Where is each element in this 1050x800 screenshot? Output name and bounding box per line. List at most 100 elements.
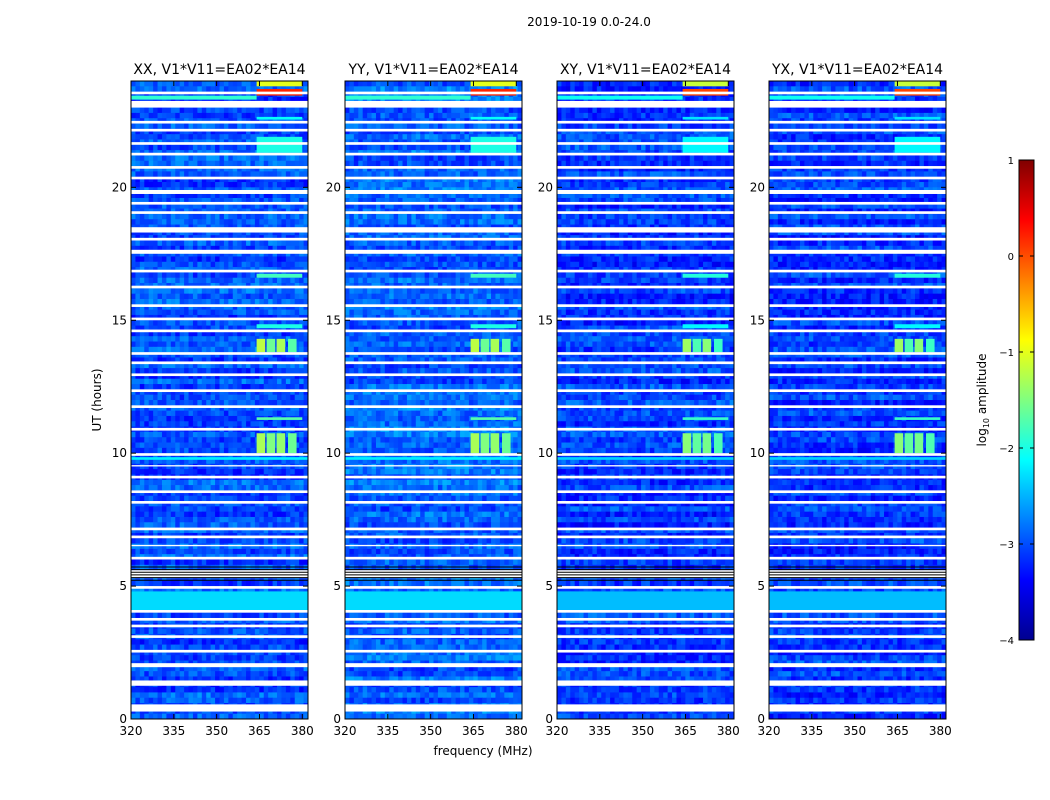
rfi-feature [345, 591, 522, 611]
flagged-band [131, 527, 308, 531]
flagged-band [345, 352, 522, 355]
flagged-band [345, 427, 522, 431]
rfi-feature [904, 433, 914, 454]
flagged-band [131, 128, 308, 132]
flagged-band [345, 624, 522, 628]
flagged-band [131, 91, 308, 95]
flagged-band [769, 556, 946, 560]
flagged-band [131, 166, 308, 169]
flagged-band [769, 465, 946, 467]
flagged-band [769, 405, 946, 408]
y-tick-label: 0 [119, 712, 127, 726]
rfi-feature [914, 433, 924, 454]
flagged-band [769, 704, 946, 712]
x-tick-label: 335 [800, 724, 823, 738]
x-tick-label: 380 [717, 724, 740, 738]
rfi-feature [682, 273, 729, 278]
flagged-band [557, 211, 734, 214]
rfi-feature [894, 273, 941, 278]
rfi-feature [256, 273, 303, 278]
flagged-band [557, 389, 734, 393]
colorbar-tick-label: 0 [1008, 252, 1014, 263]
rfi-feature [894, 116, 941, 120]
rfi-feature [502, 433, 511, 454]
flagged-band [345, 128, 522, 132]
y-tick-label: 15 [538, 313, 553, 327]
rfi-feature [131, 95, 257, 100]
rfi-feature [276, 433, 286, 454]
rfi-feature [256, 324, 303, 329]
flagged-band [345, 152, 522, 156]
flagged-band [557, 269, 734, 273]
flagged-band [769, 663, 946, 668]
panel-image [769, 81, 946, 719]
y-tick-label: 0 [757, 712, 765, 726]
colorbar-label-sub: 10 [982, 418, 991, 428]
panel-image [131, 81, 308, 719]
colorbar-label: log10 amplitude [975, 354, 991, 447]
flagged-band [131, 176, 308, 180]
flagged-band [769, 544, 946, 547]
rfi-feature [276, 338, 286, 353]
flagged-band [769, 373, 946, 377]
flagged-band [345, 317, 522, 321]
rfi-feature [470, 417, 517, 420]
figure-title: 2019-10-19 0.0-24.0 [527, 15, 651, 29]
flagged-band [769, 249, 946, 254]
flagged-band [557, 635, 734, 638]
flagged-band [345, 475, 522, 479]
flagged-band [769, 304, 946, 307]
flagged-band [769, 317, 946, 321]
flagged-band [769, 649, 946, 653]
x-tick-label: 335 [162, 724, 185, 738]
flagged-band [345, 544, 522, 547]
y-tick-label: 20 [112, 180, 127, 194]
flagged-band [131, 249, 308, 254]
y-tick-label: 5 [757, 579, 765, 593]
flagged-band [345, 176, 522, 180]
flagged-band [769, 227, 946, 233]
colorbar-tick-label: −3 [999, 540, 1014, 551]
y-tick-label: 5 [333, 579, 341, 593]
rfi-feature [894, 417, 941, 420]
flagged-band [345, 91, 522, 95]
colorbar-label-prefix: log [975, 428, 989, 446]
rfi-feature [490, 433, 500, 454]
x-tick-label: 320 [120, 724, 143, 738]
y-tick-label: 20 [750, 180, 765, 194]
rfi-feature [288, 338, 297, 353]
flagged-band [131, 465, 308, 467]
flagged-band [131, 475, 308, 479]
panel-frame [130, 80, 309, 720]
flagged-band [131, 352, 308, 355]
flagged-band [345, 649, 522, 653]
x-tick-label: 350 [419, 724, 442, 738]
panel-title: YX, V1*V11=EA02*EA14 [771, 62, 943, 78]
flagged-band [131, 405, 308, 408]
rfi-feature [682, 338, 692, 353]
panel-0: XX, V1*V11=EA02*EA14 320 335 350 365 380 0 5 10 1… [112, 62, 314, 738]
flagged-band [131, 361, 308, 365]
flagged-band [131, 501, 308, 504]
flagged-band [557, 527, 734, 531]
y-tick-label: 5 [545, 579, 553, 593]
flagged-band [557, 704, 734, 712]
y-axis-label: UT (hours) [90, 368, 104, 431]
y-tick-label: 0 [545, 712, 553, 726]
flagged-band [557, 237, 734, 241]
rfi-feature [288, 433, 297, 454]
flagged-band [131, 373, 308, 377]
flagged-band [557, 544, 734, 547]
flagged-band [345, 610, 522, 613]
flagged-band [769, 617, 946, 621]
flagged-band [557, 189, 734, 194]
flagged-band [131, 535, 308, 539]
flagged-band [345, 373, 522, 377]
rfi-feature [894, 324, 941, 329]
flagged-band [345, 189, 522, 194]
flagged-band [345, 680, 522, 686]
panel-3: YX, V1*V11=EA02*EA14 320 335 350 365 380 0 5 10 1… [750, 62, 952, 738]
rfi-feature [769, 591, 946, 611]
flagged-band [345, 285, 522, 289]
flagged-band [769, 361, 946, 365]
